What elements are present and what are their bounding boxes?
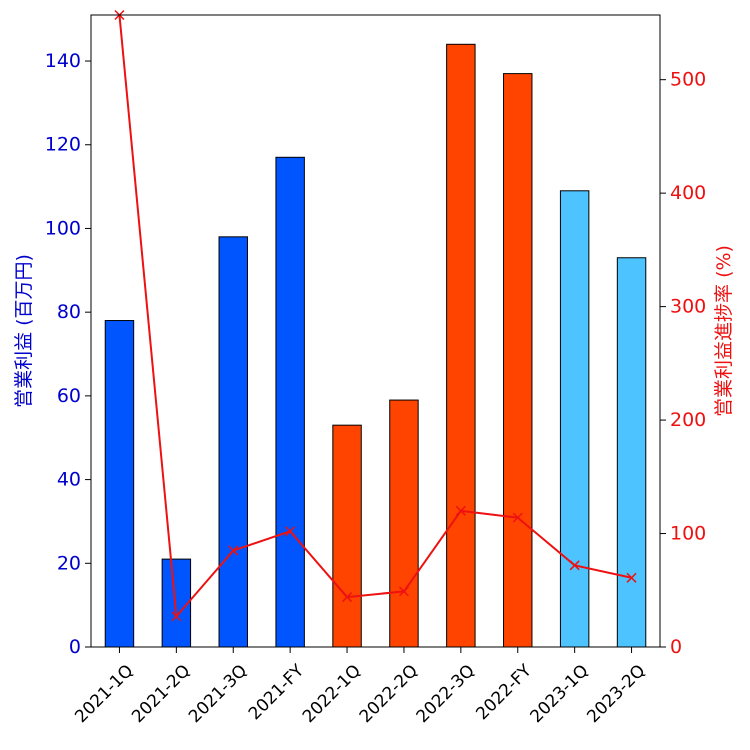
bar-2022-1Q [332, 424, 362, 648]
left-tick-label: 80 [57, 301, 81, 323]
bar-2022-2Q [389, 399, 419, 648]
right-tick-label: 500 [670, 69, 706, 91]
line-marker-2021-FY [285, 526, 296, 537]
bar-2023-1Q [559, 190, 590, 648]
x-tick-label: 2022-2Q [356, 661, 422, 727]
left-tick-label: 60 [57, 385, 81, 407]
right-tick-label: 100 [670, 523, 706, 545]
line-layer [114, 9, 637, 622]
left-axis-label: 営業利益 (百万円) [13, 254, 35, 408]
x-tick-label: 2021-3Q [185, 661, 251, 727]
right-tick-label: 400 [670, 182, 706, 204]
left-tick-label: 140 [45, 50, 81, 72]
right-axis-label: 営業利益進捗率 (%) [713, 245, 735, 417]
x-tick-label: 2021-FY [245, 660, 309, 724]
line-marker-2022-2Q [398, 586, 409, 597]
right-tick-label: 200 [670, 409, 706, 431]
line-marker-2022-3Q [455, 505, 466, 516]
left-tick-label: 120 [45, 134, 81, 156]
bar-2021-2Q [161, 558, 192, 648]
right-axis: 0 100 200 300 400 500 [660, 69, 706, 658]
x-tick-label: 2022-3Q [413, 661, 479, 727]
right-tick-label: 0 [670, 636, 682, 658]
bar-2021-FY [275, 156, 305, 648]
line-marker-2021-2Q [171, 611, 182, 622]
line-marker-2023-1Q [569, 560, 580, 571]
left-tick-label: 0 [69, 636, 81, 658]
x-tick-label: 2021-1Q [71, 661, 137, 727]
x-tick-label: 2023-2Q [583, 661, 649, 727]
x-tick-label: 2022-FY [472, 660, 536, 724]
bars-layer [104, 43, 647, 648]
bar-2021-1Q [104, 320, 135, 648]
bar-2023-2Q [616, 257, 647, 648]
left-tick-label: 100 [45, 217, 81, 239]
left-axis: 0 20 40 60 80 100 120 140 [45, 50, 91, 658]
x-axis: 2021-1Q2021-2Q2021-3Q2021-FY2022-1Q2022-… [71, 647, 650, 727]
left-tick-label: 20 [57, 552, 81, 574]
left-tick-label: 40 [57, 469, 81, 491]
x-tick-label: 2023-1Q [526, 661, 592, 727]
bar-2021-3Q [218, 236, 248, 648]
x-tick-label: 2022-1Q [299, 661, 365, 727]
line-marker-2022-FY [512, 512, 523, 523]
bar-2022-3Q [446, 43, 476, 648]
line-marker-2023-2Q [626, 572, 637, 583]
bar-2022-FY [503, 73, 533, 648]
right-tick-label: 300 [670, 296, 706, 318]
progress-line [118, 14, 632, 619]
plot-frame [90, 14, 661, 648]
line-marker-2021-3Q [228, 545, 239, 556]
x-tick-label: 2021-2Q [128, 661, 194, 727]
line-marker-2022-1Q [342, 592, 353, 603]
